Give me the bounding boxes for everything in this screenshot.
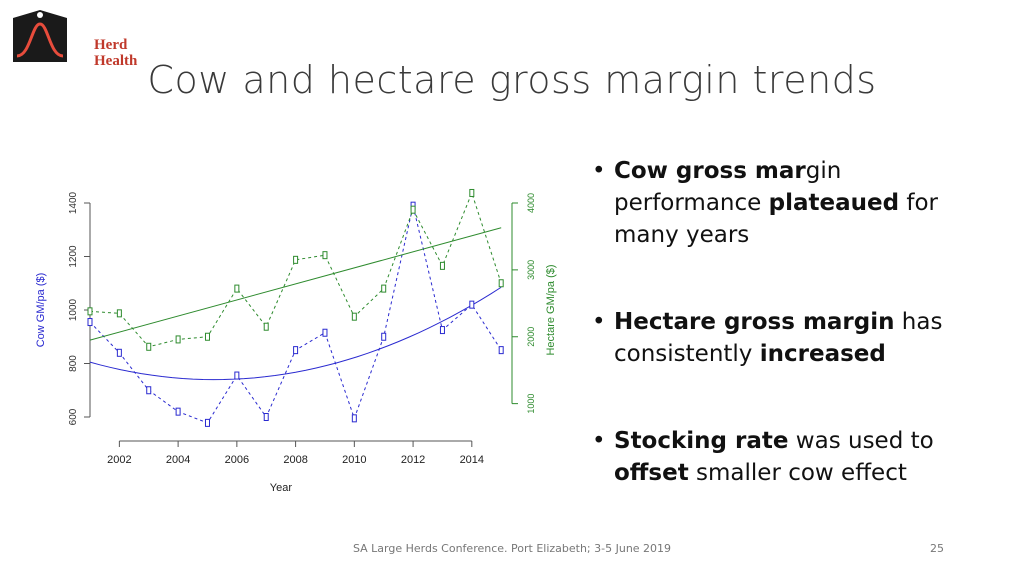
- cow-point: [381, 332, 387, 341]
- x-tick-label: 2014: [460, 454, 484, 466]
- x-tick-label: 2004: [166, 454, 190, 466]
- hectare-trend-line: [89, 227, 502, 341]
- cow-point: [293, 346, 299, 355]
- x-tick-label: 2012: [401, 454, 425, 466]
- x-axis-label: Year: [270, 482, 293, 494]
- logo-bell-curve-icon: [13, 10, 67, 62]
- logo-line-1: Herd: [94, 37, 128, 53]
- x-tick-label: 2002: [107, 454, 131, 466]
- bullet-cow-gross-margin: • Cow gross margin performance plateaued…: [590, 155, 990, 251]
- slide-title: Cow and hectare gross margin trends: [147, 58, 877, 102]
- right-tick-label: 3000: [526, 260, 536, 280]
- hectare-point: [293, 255, 299, 264]
- hectare-point: [439, 261, 445, 270]
- hectare-series-line: [89, 191, 502, 348]
- cow-point: [175, 407, 181, 416]
- cow-point: [322, 328, 328, 337]
- hectare-point: [204, 332, 210, 341]
- bullet-hectare-gross-margin: • Hectare gross margin has consistently …: [590, 306, 990, 370]
- bullet-dot: •: [592, 158, 606, 184]
- bullet-stocking-rate: • Stocking rate was used to offset small…: [590, 425, 990, 489]
- right-tick-label: 1000: [526, 394, 536, 414]
- bullet-2-bold-b: increased: [759, 341, 886, 367]
- left-tick-label: 1400: [68, 191, 79, 214]
- cow-series-line: [89, 205, 502, 424]
- cow-point: [87, 318, 93, 327]
- hectare-point: [381, 284, 387, 293]
- left-tick-label: 1200: [68, 245, 79, 268]
- hectare-point: [498, 279, 504, 288]
- cow-trend-line: [89, 286, 502, 381]
- footer-conference: SA Large Herds Conference. Port Elizabet…: [352, 542, 672, 555]
- bullet-3-bold-b: offset: [614, 460, 689, 486]
- page-number: 25: [930, 542, 944, 555]
- right-axis-label: Hectare GM/pa ($): [545, 264, 557, 355]
- logo-text: Herd Health: [94, 37, 137, 69]
- bullet-2-text-a: has consistently: [614, 309, 943, 367]
- cow-point: [146, 386, 152, 395]
- logo-line-2: Health: [94, 53, 138, 69]
- hectare-point: [322, 251, 328, 260]
- bullet-3-text-b: smaller cow effect: [688, 460, 907, 486]
- cow-point: [498, 346, 504, 355]
- right-tick-label: 2000: [526, 327, 536, 347]
- hectare-point: [116, 309, 122, 318]
- x-tick-label: 2008: [283, 454, 307, 466]
- hectare-point: [87, 307, 93, 316]
- left-axis-label: Cow GM/pa ($): [35, 273, 47, 348]
- bullet-dot: •: [592, 428, 606, 454]
- bullet-1-bold-a: Cow gross mar: [614, 158, 806, 184]
- herd-health-logo: Herd Health: [10, 8, 137, 69]
- left-tick-label: 600: [68, 408, 79, 425]
- hectare-point: [234, 284, 240, 293]
- cow-point: [234, 371, 240, 380]
- cow-point: [263, 413, 269, 421]
- hectare-point: [351, 312, 357, 321]
- cow-point: [351, 414, 357, 423]
- bullet-1-text-b: for many years: [614, 190, 938, 248]
- x-tick-label: 2010: [342, 454, 366, 466]
- left-tick-label: 1000: [68, 298, 79, 321]
- hectare-point: [146, 342, 152, 351]
- bullet-list: • Cow gross margin performance plateaued…: [590, 155, 990, 544]
- bullet-1-bold-b: plateaued: [768, 190, 900, 216]
- hectare-point: [410, 205, 416, 214]
- left-tick-label: 800: [68, 355, 79, 372]
- right-tick-label: 4000: [526, 193, 536, 213]
- bullet-3-bold-a: Stocking rate: [614, 428, 789, 454]
- gross-margin-chart: 600 800 1000 1200 1400 Cow GM/pa ($) 1000 2000 3…: [35, 188, 557, 494]
- hectare-point: [175, 335, 181, 344]
- cow-point: [439, 326, 445, 335]
- bullet-dot: •: [592, 309, 606, 335]
- bullet-3-text-a: was used to: [788, 428, 934, 454]
- bullet-2-bold-a: Hectare gross margin: [614, 309, 895, 335]
- hectare-point: [263, 322, 269, 331]
- cow-point: [469, 300, 475, 309]
- hectare-point: [469, 188, 475, 197]
- cow-point: [116, 348, 122, 357]
- bullet-1-text-a: gin performance: [614, 158, 842, 216]
- x-tick-label: 2006: [225, 454, 249, 466]
- cow-point: [204, 418, 210, 427]
